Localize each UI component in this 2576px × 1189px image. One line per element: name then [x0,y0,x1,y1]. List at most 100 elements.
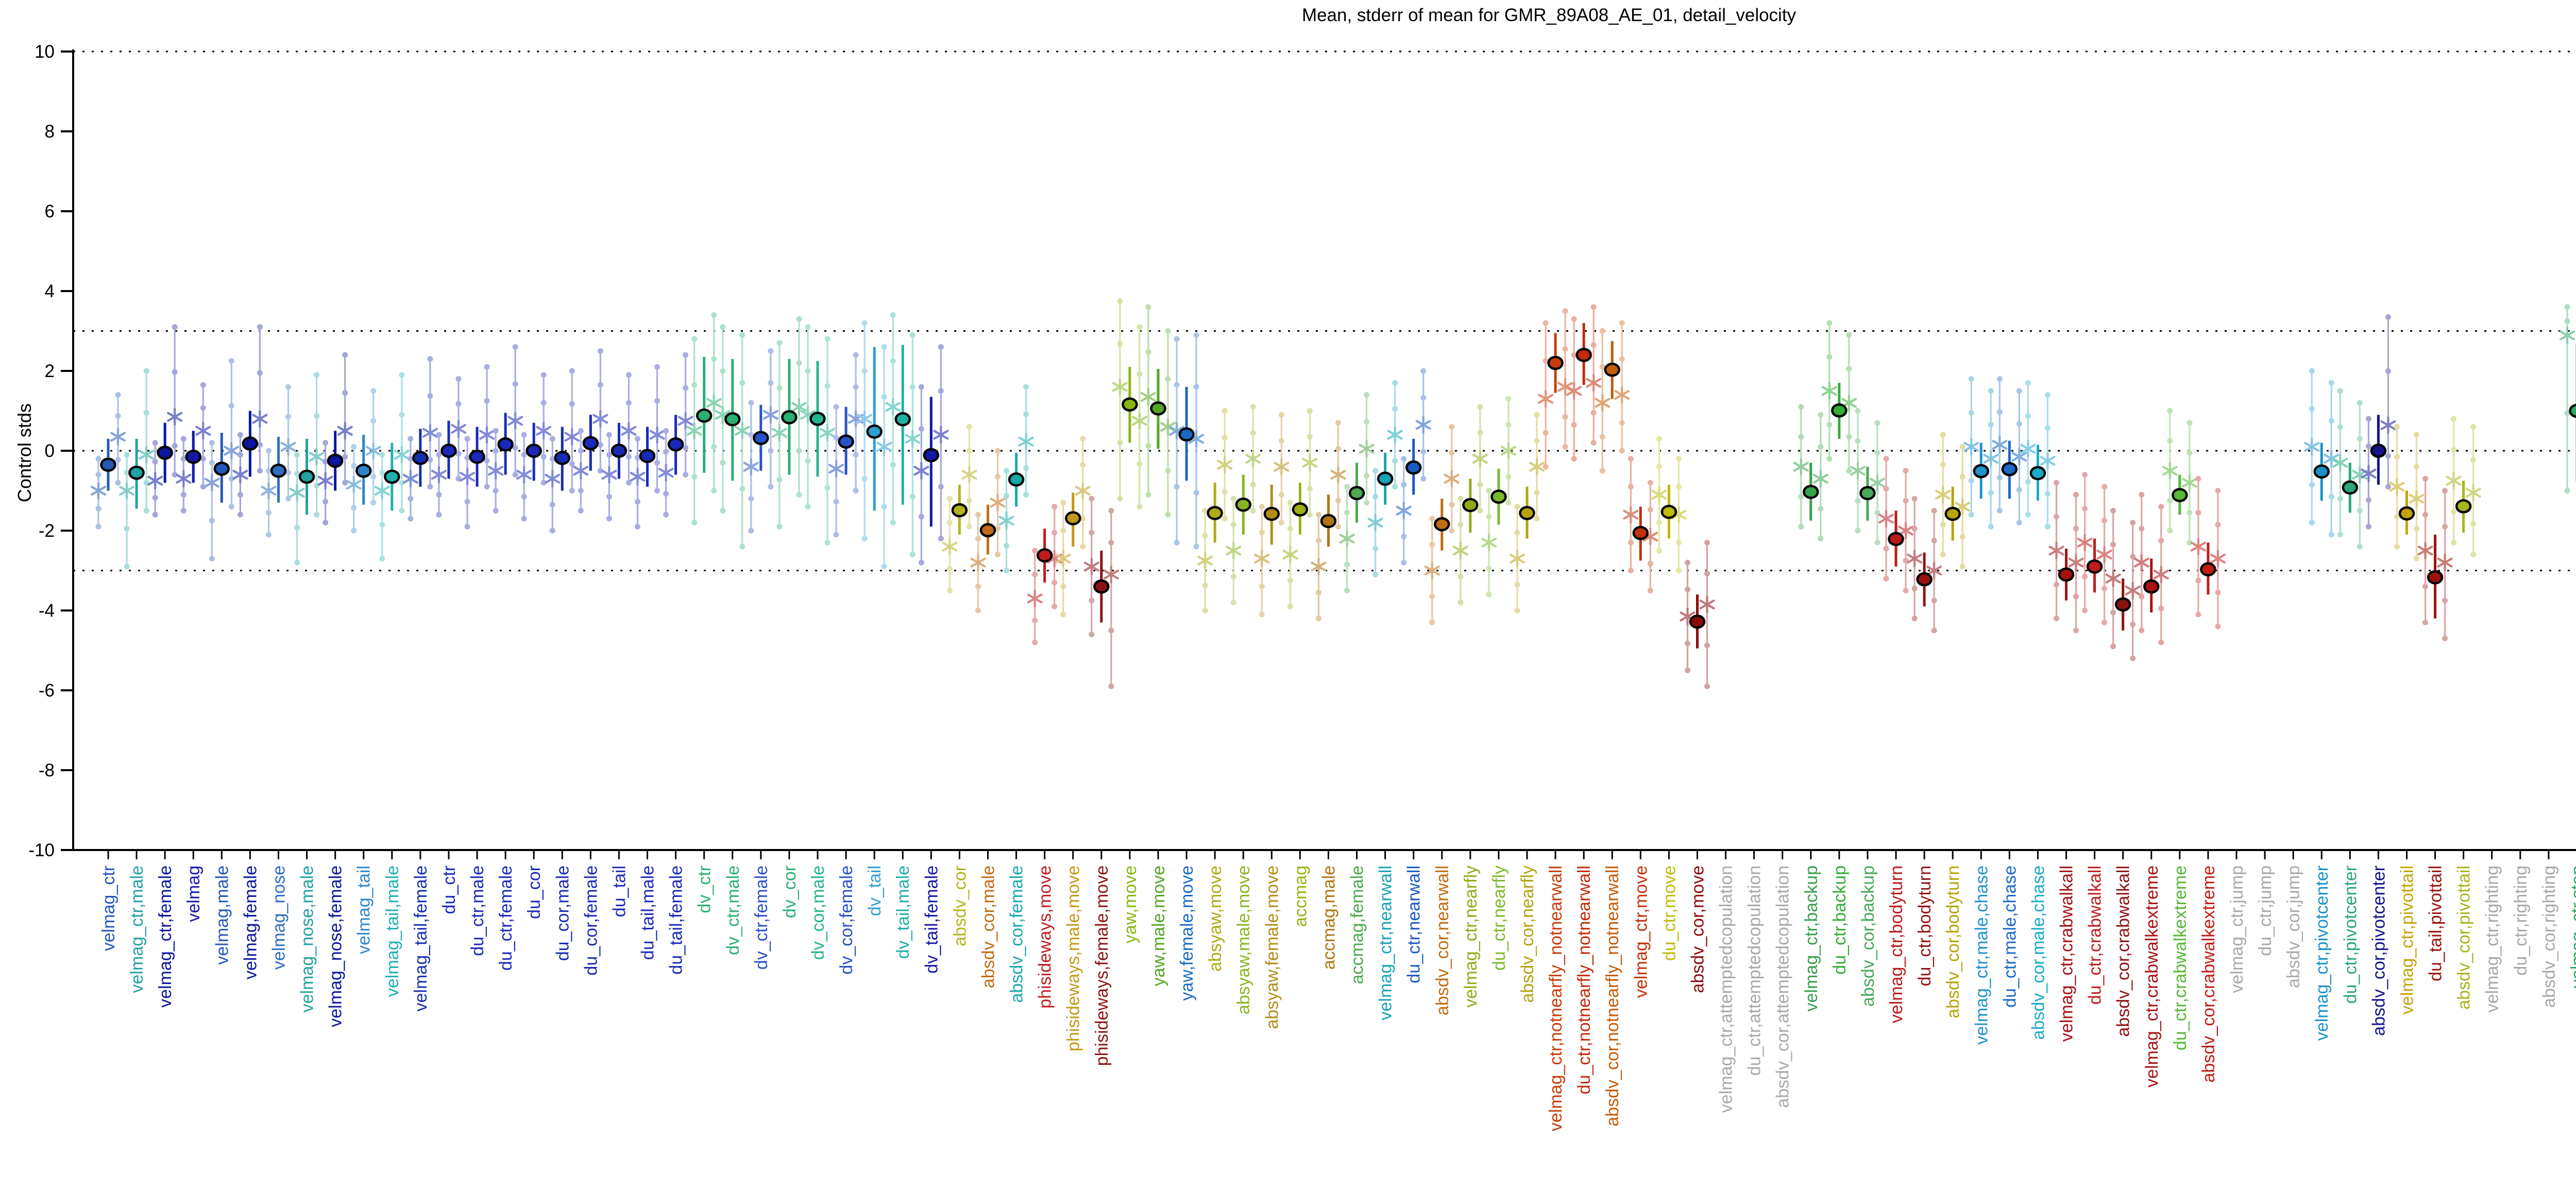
control-asterisk-marker [564,432,580,442]
control-asterisk-marker [118,485,135,496]
control-asterisk-marker [2389,482,2405,492]
control-asterisk-marker [1680,612,1696,622]
control-asterisk-marker [459,471,476,482]
y-tick-label: -10 [28,840,55,860]
chart-title: Mean, stderr of mean for GMR_89A08_AE_01… [1301,5,1797,25]
control-asterisk-marker [1992,439,2008,450]
mean-marker [1689,614,1706,629]
mean-marker [2342,480,2359,495]
control-asterisk-marker [961,469,977,480]
x-tick-label: yaw,female,move [1177,865,1197,1001]
control-asterisk-marker [167,412,183,422]
control-asterisk-marker [516,469,532,480]
control-asterisk-marker [2417,546,2433,556]
mean-marker [1348,486,1365,500]
x-tick-label: du_ctr,male,chase [2000,865,2020,1008]
mean-marker [1604,362,1620,377]
control-asterisk-marker [110,432,126,442]
control-asterisk-marker [885,402,901,412]
x-tick-label: du_ctr,crabwalkall [2086,865,2105,1005]
control-asterisk-marker [1537,394,1554,404]
control-asterisk-marker [1897,525,1914,536]
category: absdv_cor,jump [2284,850,2303,988]
x-tick-label: velmag_tail,female [411,865,431,1011]
control-asterisk-marker [1907,553,1923,564]
control-asterisk-marker [970,557,986,568]
category: du_ctr,crabwalkall [2077,472,2112,1005]
x-tick-label: absdv_cor [950,865,970,946]
mean-marker [696,409,713,423]
control-asterisk-marker [317,475,333,486]
y-axis-label: Control stds [14,403,35,503]
category: absdv_cor,pivottail [2446,416,2481,1010]
category: velmag_nose,female [317,352,353,1027]
control-asterisk-marker [1821,386,1837,396]
category: accmag,male [1311,420,1346,970]
x-tick-label: absdv_cor,pivotcenter [2369,865,2388,1036]
category: dv_ctr,female [743,348,778,970]
mean-marker [1888,532,1904,547]
control-asterisk-marker [2068,557,2084,568]
category: velmag_ctr,male,chase [1963,376,1999,1045]
y-tick-label: -8 [39,760,55,780]
x-tick-label: velmag_nose,male [298,865,317,1012]
control-asterisk-marker [261,485,277,496]
category: dv_cor,female [828,352,864,975]
x-tick-label: du_tail,female [667,865,686,975]
category: absdv_cor,male [970,448,1006,988]
mean-marker [1462,498,1479,513]
control-asterisk-marker [1793,462,1809,472]
control-asterisk-marker [394,450,410,460]
control-asterisk-marker [1623,509,1639,520]
control-asterisk-marker [1160,421,1176,432]
control-asterisk-marker [1018,436,1034,447]
categories: velmag_ctr velmag_ctr,male velmag_ctr,fema… [90,298,2576,1131]
control-asterisk-marker [1566,386,1582,396]
control-asterisk-marker [2465,487,2481,498]
x-tick-label: du_ctr,jump [2256,865,2275,956]
control-asterisk-marker [2125,585,2141,596]
category: du_tail,pivottail [2417,475,2453,981]
control-asterisk-marker [204,478,220,488]
x-tick-label: absdv_cor,pivottail [2454,865,2474,1010]
mean-marker [582,436,599,451]
category: absdv_cor,notnearfly_notnearwall [1595,320,1630,1127]
category: velmag_ctr,attemptedcopulation [1717,850,1736,1113]
category: velmag,male [204,358,240,965]
control-asterisk-marker [1595,398,1611,408]
control-asterisk-marker [1671,509,1687,520]
mean-marker [2427,570,2444,585]
x-tick-label: velmag_ctr,stop [2568,865,2576,988]
x-tick-label: velmag_ctr,male,chase [1972,865,1991,1045]
x-tick-label: du_ctr,backup [1830,865,1850,975]
control-asterisk-marker [176,473,192,484]
mean-marker [526,444,542,458]
mean-marker [1831,403,1848,418]
control-asterisk-marker [280,441,296,452]
y-tick-label: 0 [45,441,55,461]
mean-marker [298,469,315,484]
control-asterisk-marker [913,466,929,476]
category: accmag,female [1339,392,1375,984]
control-asterisk-marker [2380,420,2396,431]
control-asterisk-marker [2096,549,2112,560]
x-tick-label: absdv_cor,nearwall [1433,865,1452,1015]
control-asterisk-marker [2077,537,2093,548]
category: absdv_cor,pivotcenter [2361,314,2396,1036]
control-asterisk-marker [621,426,637,436]
control-asterisk-marker [1926,565,1942,576]
x-tick-label: velmag_ctr,female [156,865,175,1008]
x-tick-label: du_ctr,notnearfly_notnearwall [1574,865,1594,1094]
control-asterisk-marker [90,485,107,496]
control-asterisk-marker [1699,599,1715,609]
control-asterisk-marker [2361,468,2377,479]
control-asterisk-marker [450,423,467,434]
x-tick-label: velmag_ctr,bodyturn [1887,865,1906,1023]
control-asterisk-marker [402,473,418,484]
y-tick-label: -2 [39,521,55,541]
category: velmag_ctr,backup [1793,404,1828,1012]
category: dv_ctr,male [715,324,750,955]
x-tick-label: du_tail,pivottail [2426,865,2446,981]
control-asterisk-marker [1812,473,1828,484]
